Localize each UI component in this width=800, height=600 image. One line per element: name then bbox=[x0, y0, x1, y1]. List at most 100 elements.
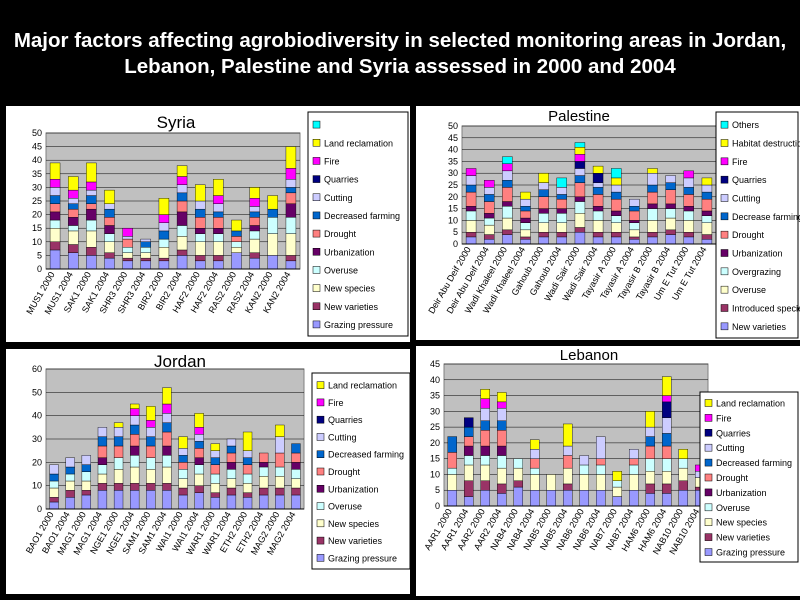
bar-segment-new-varieties bbox=[249, 252, 260, 259]
bar-segment-drought bbox=[195, 217, 206, 229]
bar-segment-overgrazing bbox=[611, 215, 622, 223]
bar-segment-urbanization bbox=[629, 220, 640, 223]
legend-label: Cutting bbox=[328, 432, 357, 442]
bar-segment-urbanization bbox=[162, 445, 172, 456]
bar-segment-grazing-pressure bbox=[546, 490, 556, 507]
bar-segment-decreased-farming bbox=[65, 466, 75, 475]
bar-segment-overuse bbox=[267, 217, 278, 234]
bar-segment-decreased-farming bbox=[158, 230, 170, 240]
bar-segment-drought bbox=[701, 198, 713, 212]
bar-segment-drought bbox=[176, 200, 188, 213]
bar-segment-overuse bbox=[484, 224, 495, 235]
bar-segment-new-species bbox=[86, 230, 97, 248]
legend-label: Overuse bbox=[732, 285, 766, 295]
bar-segment-quarries bbox=[662, 401, 672, 418]
bar-segment-fire bbox=[502, 163, 513, 172]
bar-segment-fire bbox=[484, 180, 495, 188]
bar-segment-overuse bbox=[592, 220, 604, 233]
legend-label: Overuse bbox=[324, 265, 358, 275]
bar-segment-new-species bbox=[195, 241, 206, 256]
bar-segment-new-varieties bbox=[210, 492, 220, 498]
bar-segment-decreased-farming bbox=[97, 436, 108, 447]
bar-segment-grazing-pressure bbox=[267, 255, 278, 270]
bar-segment-new-varieties bbox=[484, 239, 495, 245]
bar-segment-decrease-farming bbox=[592, 187, 604, 195]
bar-segment-new-species bbox=[242, 483, 253, 493]
bar-segment-decrease-farming bbox=[629, 206, 640, 212]
bar-segment-urbanization bbox=[520, 217, 531, 223]
legend-label: New species bbox=[324, 284, 376, 294]
bar-segment-grazing-pressure bbox=[176, 255, 188, 270]
bar-segment-cutting bbox=[158, 222, 170, 232]
y-tick-label: 20 bbox=[32, 457, 42, 467]
bar-segment-cutting bbox=[213, 203, 224, 213]
bar-segment-grazing-pressure bbox=[49, 249, 61, 270]
bar-segment-cutting bbox=[285, 179, 297, 188]
bar-segment-new-species bbox=[158, 247, 170, 259]
bar-segment-new-species bbox=[259, 476, 269, 489]
legend-label: Introduced species bbox=[732, 304, 800, 314]
y-tick-label: 0 bbox=[453, 239, 458, 249]
bar-segment-fire bbox=[574, 154, 586, 162]
bar-segment-cutting bbox=[176, 184, 188, 194]
legend-label: Fire bbox=[716, 413, 732, 423]
bar-segment-land-reclamation bbox=[645, 411, 655, 428]
bar-segment-new-varieties bbox=[81, 490, 91, 496]
bar-segment-grazing-pressure bbox=[662, 493, 672, 507]
legend-label: Decreased farming bbox=[324, 211, 400, 221]
bar-segment-fire bbox=[162, 403, 172, 414]
y-tick-label: 10 bbox=[430, 469, 440, 479]
bar-segment-new-varieties bbox=[480, 480, 490, 491]
bar-segment-cutting bbox=[592, 182, 604, 188]
legend-swatch bbox=[312, 284, 321, 292]
bar-segment-urbanization bbox=[259, 462, 269, 468]
bar-segment-drought bbox=[556, 198, 567, 209]
bar-segment-cutting bbox=[574, 168, 586, 176]
bar-segment-decreased-farming bbox=[249, 211, 260, 218]
bar-segment-decreased-farming bbox=[178, 455, 188, 463]
bar-segment-grazing-pressure bbox=[162, 490, 172, 510]
bar-segment-urbanization bbox=[480, 445, 490, 456]
bar-segment-new-varieties bbox=[65, 490, 75, 498]
bar-segment-grazing-pressure bbox=[97, 490, 108, 510]
bar-segment-urbanization bbox=[538, 208, 549, 214]
bar-segment-land-reclamation bbox=[113, 422, 124, 428]
bar-segment-new-species bbox=[176, 236, 188, 251]
palestine-chart-panel: Palestine 0 5 10 15 20 25 30 35 40 45 50 Deir Abu De… bbox=[416, 106, 800, 340]
bar-segment-land-reclamation bbox=[178, 436, 188, 449]
bar-segment-drought bbox=[447, 452, 457, 469]
bar-segment-new-varieties bbox=[86, 247, 97, 256]
bar-segment-cutting bbox=[497, 407, 507, 421]
bar-segment-introduced-species bbox=[556, 231, 567, 238]
legend-swatch bbox=[704, 443, 713, 452]
bar-segment-grazing-pressure bbox=[213, 260, 224, 270]
bar-segment-decreased-farming bbox=[464, 426, 474, 437]
bar-segment-cutting bbox=[465, 175, 477, 186]
legend-label: Cutting bbox=[732, 194, 761, 204]
bar-segment-urbanization bbox=[176, 211, 188, 226]
bar-segment-drought bbox=[210, 464, 220, 475]
y-tick-label: 10 bbox=[32, 481, 42, 491]
legend-label: Grazing pressure bbox=[324, 320, 393, 330]
bar-segment-new-species bbox=[213, 241, 224, 256]
bar-segment-overuse bbox=[612, 480, 622, 488]
bar-segment-grazing-pressure bbox=[195, 260, 206, 270]
bar-segment-urbanization bbox=[465, 206, 477, 212]
bar-segment-introduced-species bbox=[592, 231, 604, 238]
legend-label: Grazing pressure bbox=[328, 553, 397, 563]
bar-segment-overuse bbox=[291, 469, 301, 479]
legend-swatch bbox=[312, 229, 321, 238]
bar-segment-overuse bbox=[285, 217, 297, 234]
bar-segment-new-varieties bbox=[49, 497, 59, 503]
y-tick-label: 15 bbox=[448, 204, 458, 214]
bar-segment-decrease-farming bbox=[556, 194, 567, 200]
legend-label: New varieties bbox=[732, 322, 787, 332]
bar-segment-introduced-species bbox=[701, 234, 713, 240]
bar-segment-overuse bbox=[665, 217, 676, 231]
legend-swatch bbox=[316, 485, 325, 493]
bar-segment-grazing-pressure bbox=[210, 497, 220, 510]
bar-segment-land-reclamation bbox=[130, 403, 140, 409]
bar-segment-cutting bbox=[249, 206, 260, 213]
bar-segment-decreased-farming bbox=[140, 241, 151, 248]
bar-segment-introduced-species bbox=[538, 231, 549, 238]
